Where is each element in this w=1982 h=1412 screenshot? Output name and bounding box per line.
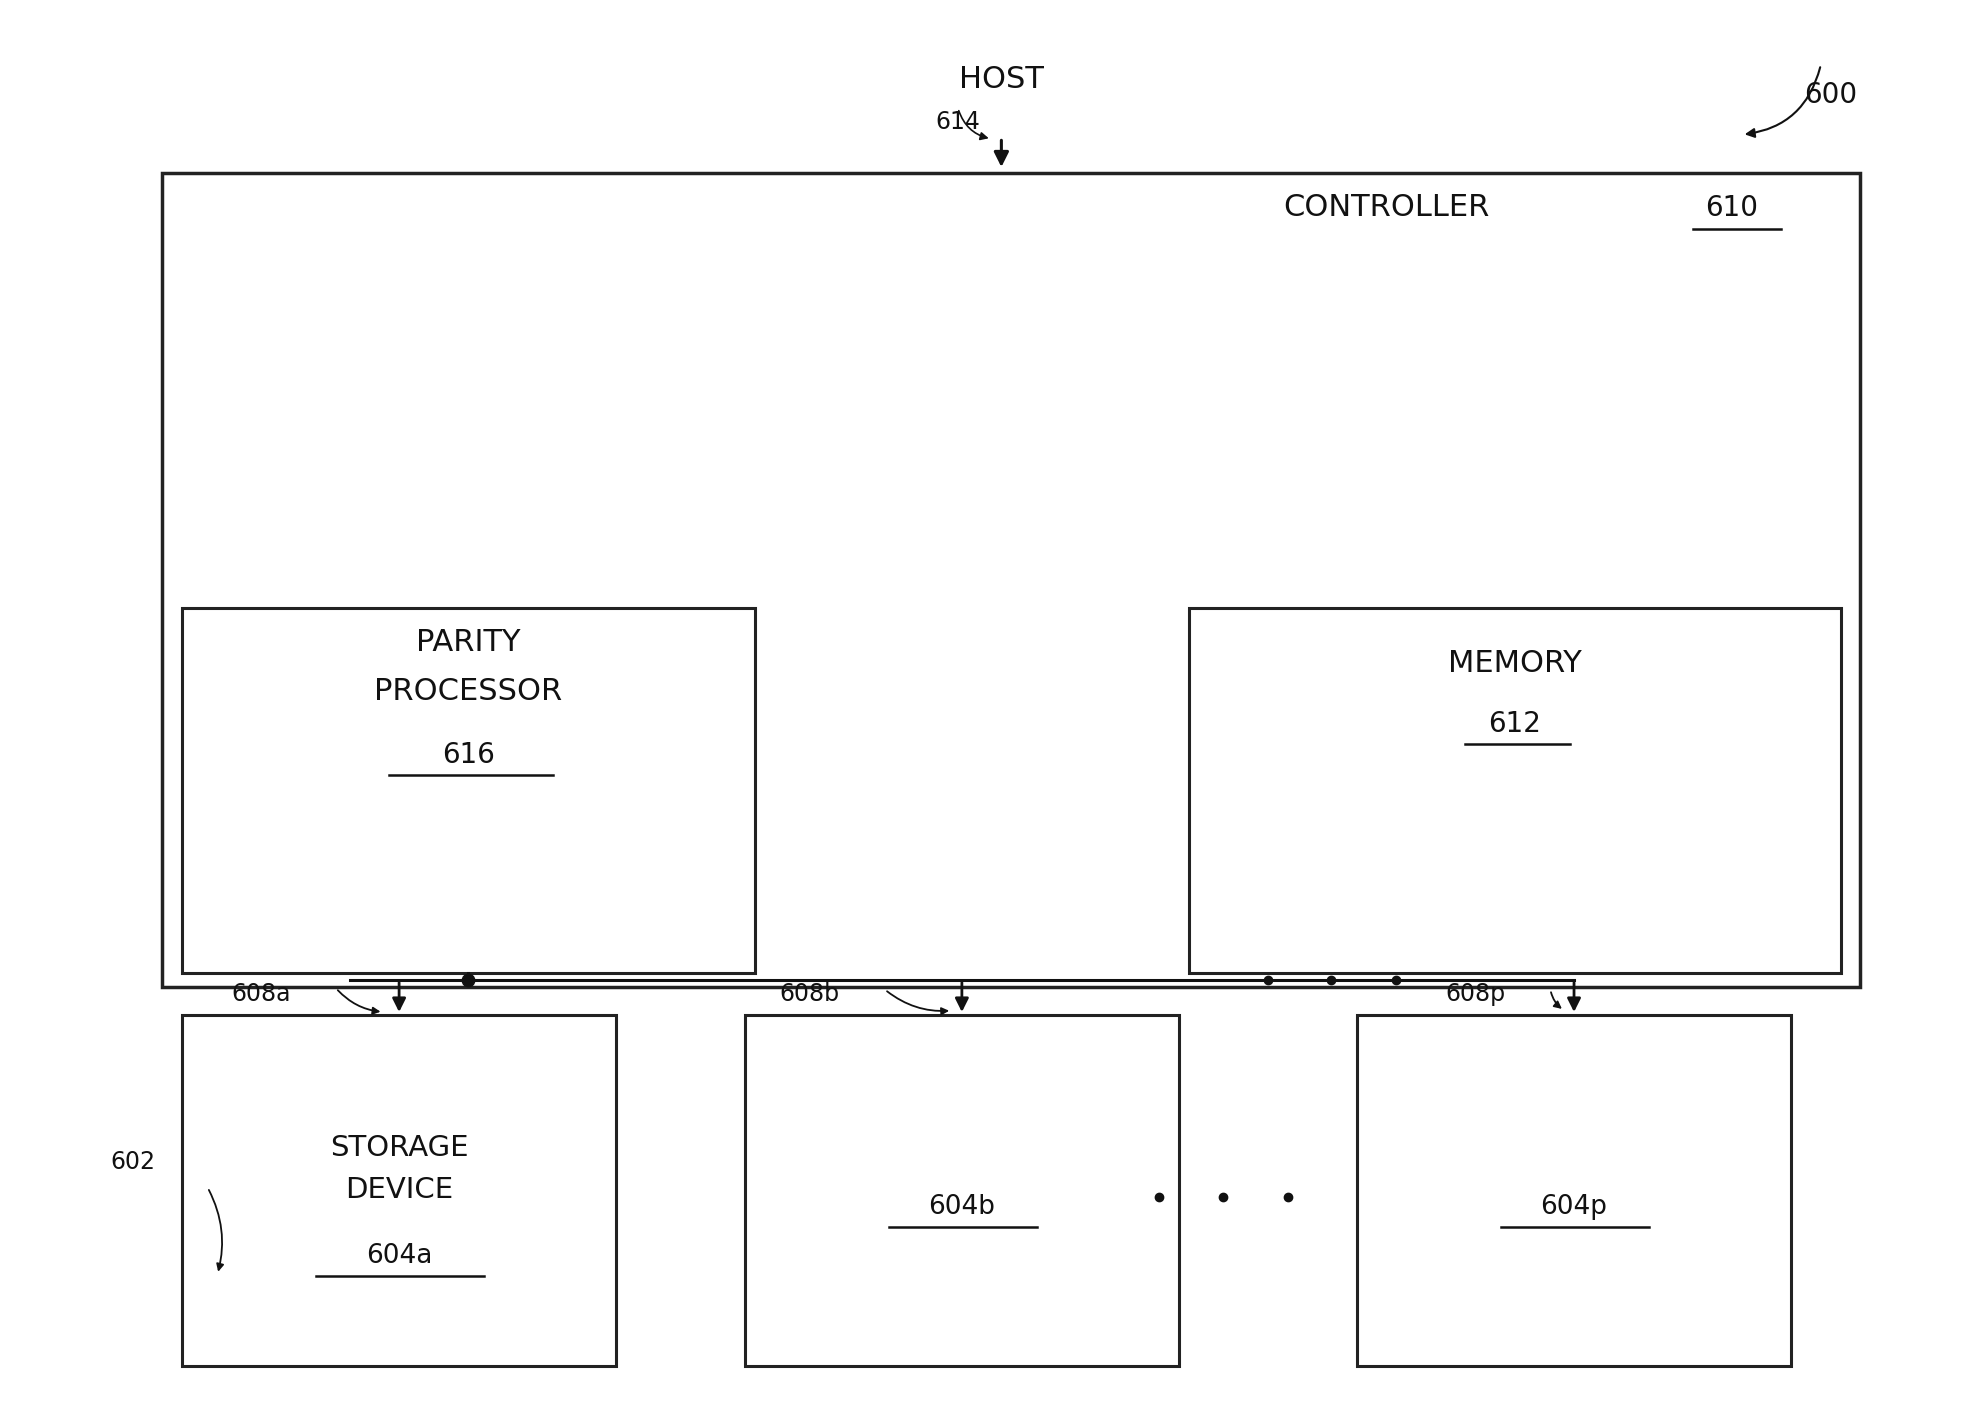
FancyBboxPatch shape: [1189, 607, 1839, 973]
Text: 614: 614: [936, 110, 979, 134]
Text: 612: 612: [1488, 710, 1540, 738]
Text: 608b: 608b: [779, 981, 840, 1005]
Text: CONTROLLER: CONTROLLER: [1282, 193, 1488, 222]
Text: PARITY: PARITY: [416, 628, 519, 658]
FancyBboxPatch shape: [745, 1015, 1179, 1365]
FancyBboxPatch shape: [163, 172, 1859, 987]
Text: 616: 616: [442, 741, 494, 770]
Text: 604p: 604p: [1540, 1195, 1607, 1220]
Text: PROCESSOR: PROCESSOR: [375, 678, 563, 706]
Text: STORAGE: STORAGE: [329, 1134, 468, 1162]
FancyBboxPatch shape: [182, 1015, 616, 1365]
FancyBboxPatch shape: [182, 607, 755, 973]
Text: HOST: HOST: [959, 65, 1043, 95]
Text: 602: 602: [109, 1151, 155, 1175]
Text: 604b: 604b: [928, 1195, 995, 1220]
Text: 608p: 608p: [1445, 981, 1504, 1005]
Text: DEVICE: DEVICE: [345, 1176, 454, 1204]
Text: 604a: 604a: [367, 1243, 432, 1269]
Text: MEMORY: MEMORY: [1447, 650, 1582, 678]
Text: 610: 610: [1705, 193, 1758, 222]
FancyBboxPatch shape: [1356, 1015, 1790, 1365]
Text: 600: 600: [1804, 82, 1857, 109]
Text: 608a: 608a: [232, 981, 291, 1005]
